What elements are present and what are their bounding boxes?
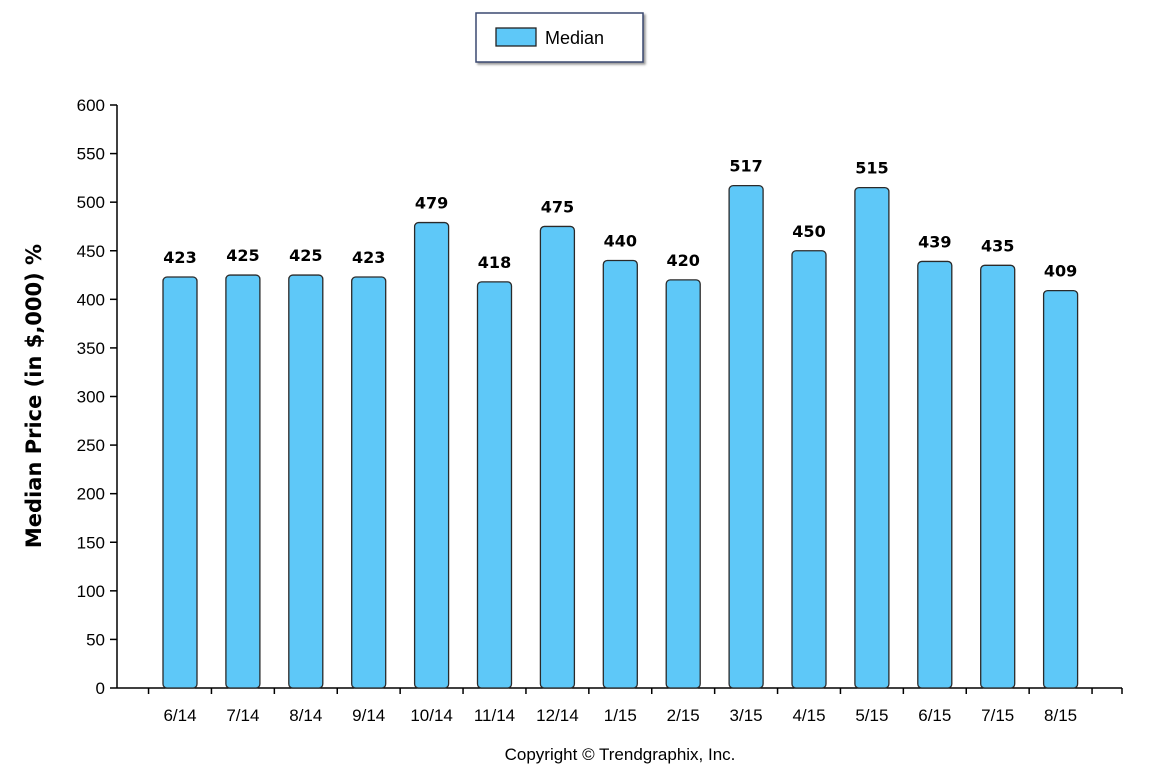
bar [1042,289,1079,689]
x-tick-label: 8/14 [289,706,322,725]
bars [162,184,1079,689]
data-label: 479 [415,194,448,213]
data-labels: 423 425 425 423 479 418 475 440 420 517 450 515 439 4… [163,157,1077,281]
data-label: 420 [666,251,699,270]
legend-label: Median [545,28,604,48]
bar [225,274,261,689]
x-tick-label: 2/15 [667,706,700,725]
x-tick-label: 1/15 [604,706,637,725]
x-tick-label: 7/14 [226,706,259,725]
y-tick-label: 0 [96,679,105,698]
bar [288,274,324,689]
legend: Median [475,12,644,63]
data-label: 475 [541,197,574,216]
bar [162,276,198,689]
data-label: 425 [226,246,259,265]
x-tick-label: 9/14 [352,706,385,725]
bar [854,186,890,689]
y-tick-label: 200 [77,485,105,504]
data-label: 423 [163,248,196,267]
y-tick-label: 600 [77,96,105,115]
copyright-text: Copyright © Trendgraphix, Inc. [505,745,736,764]
x-tick-label: 7/15 [981,706,1014,725]
data-label: 425 [289,246,322,265]
bar [413,221,450,689]
x-tick-label: 8/15 [1044,706,1077,725]
data-label: 435 [981,236,1014,255]
bar [351,276,387,689]
y-tick-label: 300 [77,388,105,407]
data-label: 517 [729,157,762,176]
data-label: 418 [478,253,511,272]
y-ticks: 0 50 100 150 200 250 300 350 400 450 500 550 600 [77,96,105,698]
x-tick-label: 4/15 [792,706,825,725]
data-label: 409 [1044,262,1077,281]
y-tick-label: 100 [77,582,105,601]
x-tick-label: 11/14 [474,706,515,725]
x-tick-label: 12/14 [536,706,579,725]
bar [665,279,701,689]
bar [476,281,513,689]
bar [728,184,764,689]
y-tick-label: 150 [77,533,105,552]
data-label: 439 [918,232,951,251]
x-tick-label: 6/14 [163,706,196,725]
data-label: 440 [604,231,637,250]
y-tick-label: 50 [86,630,105,649]
data-label: 515 [855,159,888,178]
data-label: 450 [792,222,825,241]
y-tick-label: 550 [77,145,105,164]
x-tick-label: 10/14 [410,706,453,725]
y-tick-label: 450 [77,242,105,261]
y-axis-label: Median Price (in $,000) % [22,244,46,548]
bar [539,225,576,689]
x-ticks: 6/14 7/14 8/14 9/14 10/14 11/14 12/14 1/15 2/15 3… [163,706,1077,725]
y-tick-label: 350 [77,339,105,358]
y-tick-label: 500 [77,193,105,212]
x-tick-label: 6/15 [918,706,951,725]
bar [791,250,827,689]
y-tick-label: 250 [77,436,105,455]
bar [602,259,638,689]
x-tick-label: 3/15 [730,706,763,725]
bar [917,260,953,689]
x-tick-label: 5/15 [855,706,888,725]
legend-swatch [495,27,537,47]
y-tick-label: 400 [77,290,105,309]
data-label: 423 [352,248,385,267]
bar [980,264,1016,689]
